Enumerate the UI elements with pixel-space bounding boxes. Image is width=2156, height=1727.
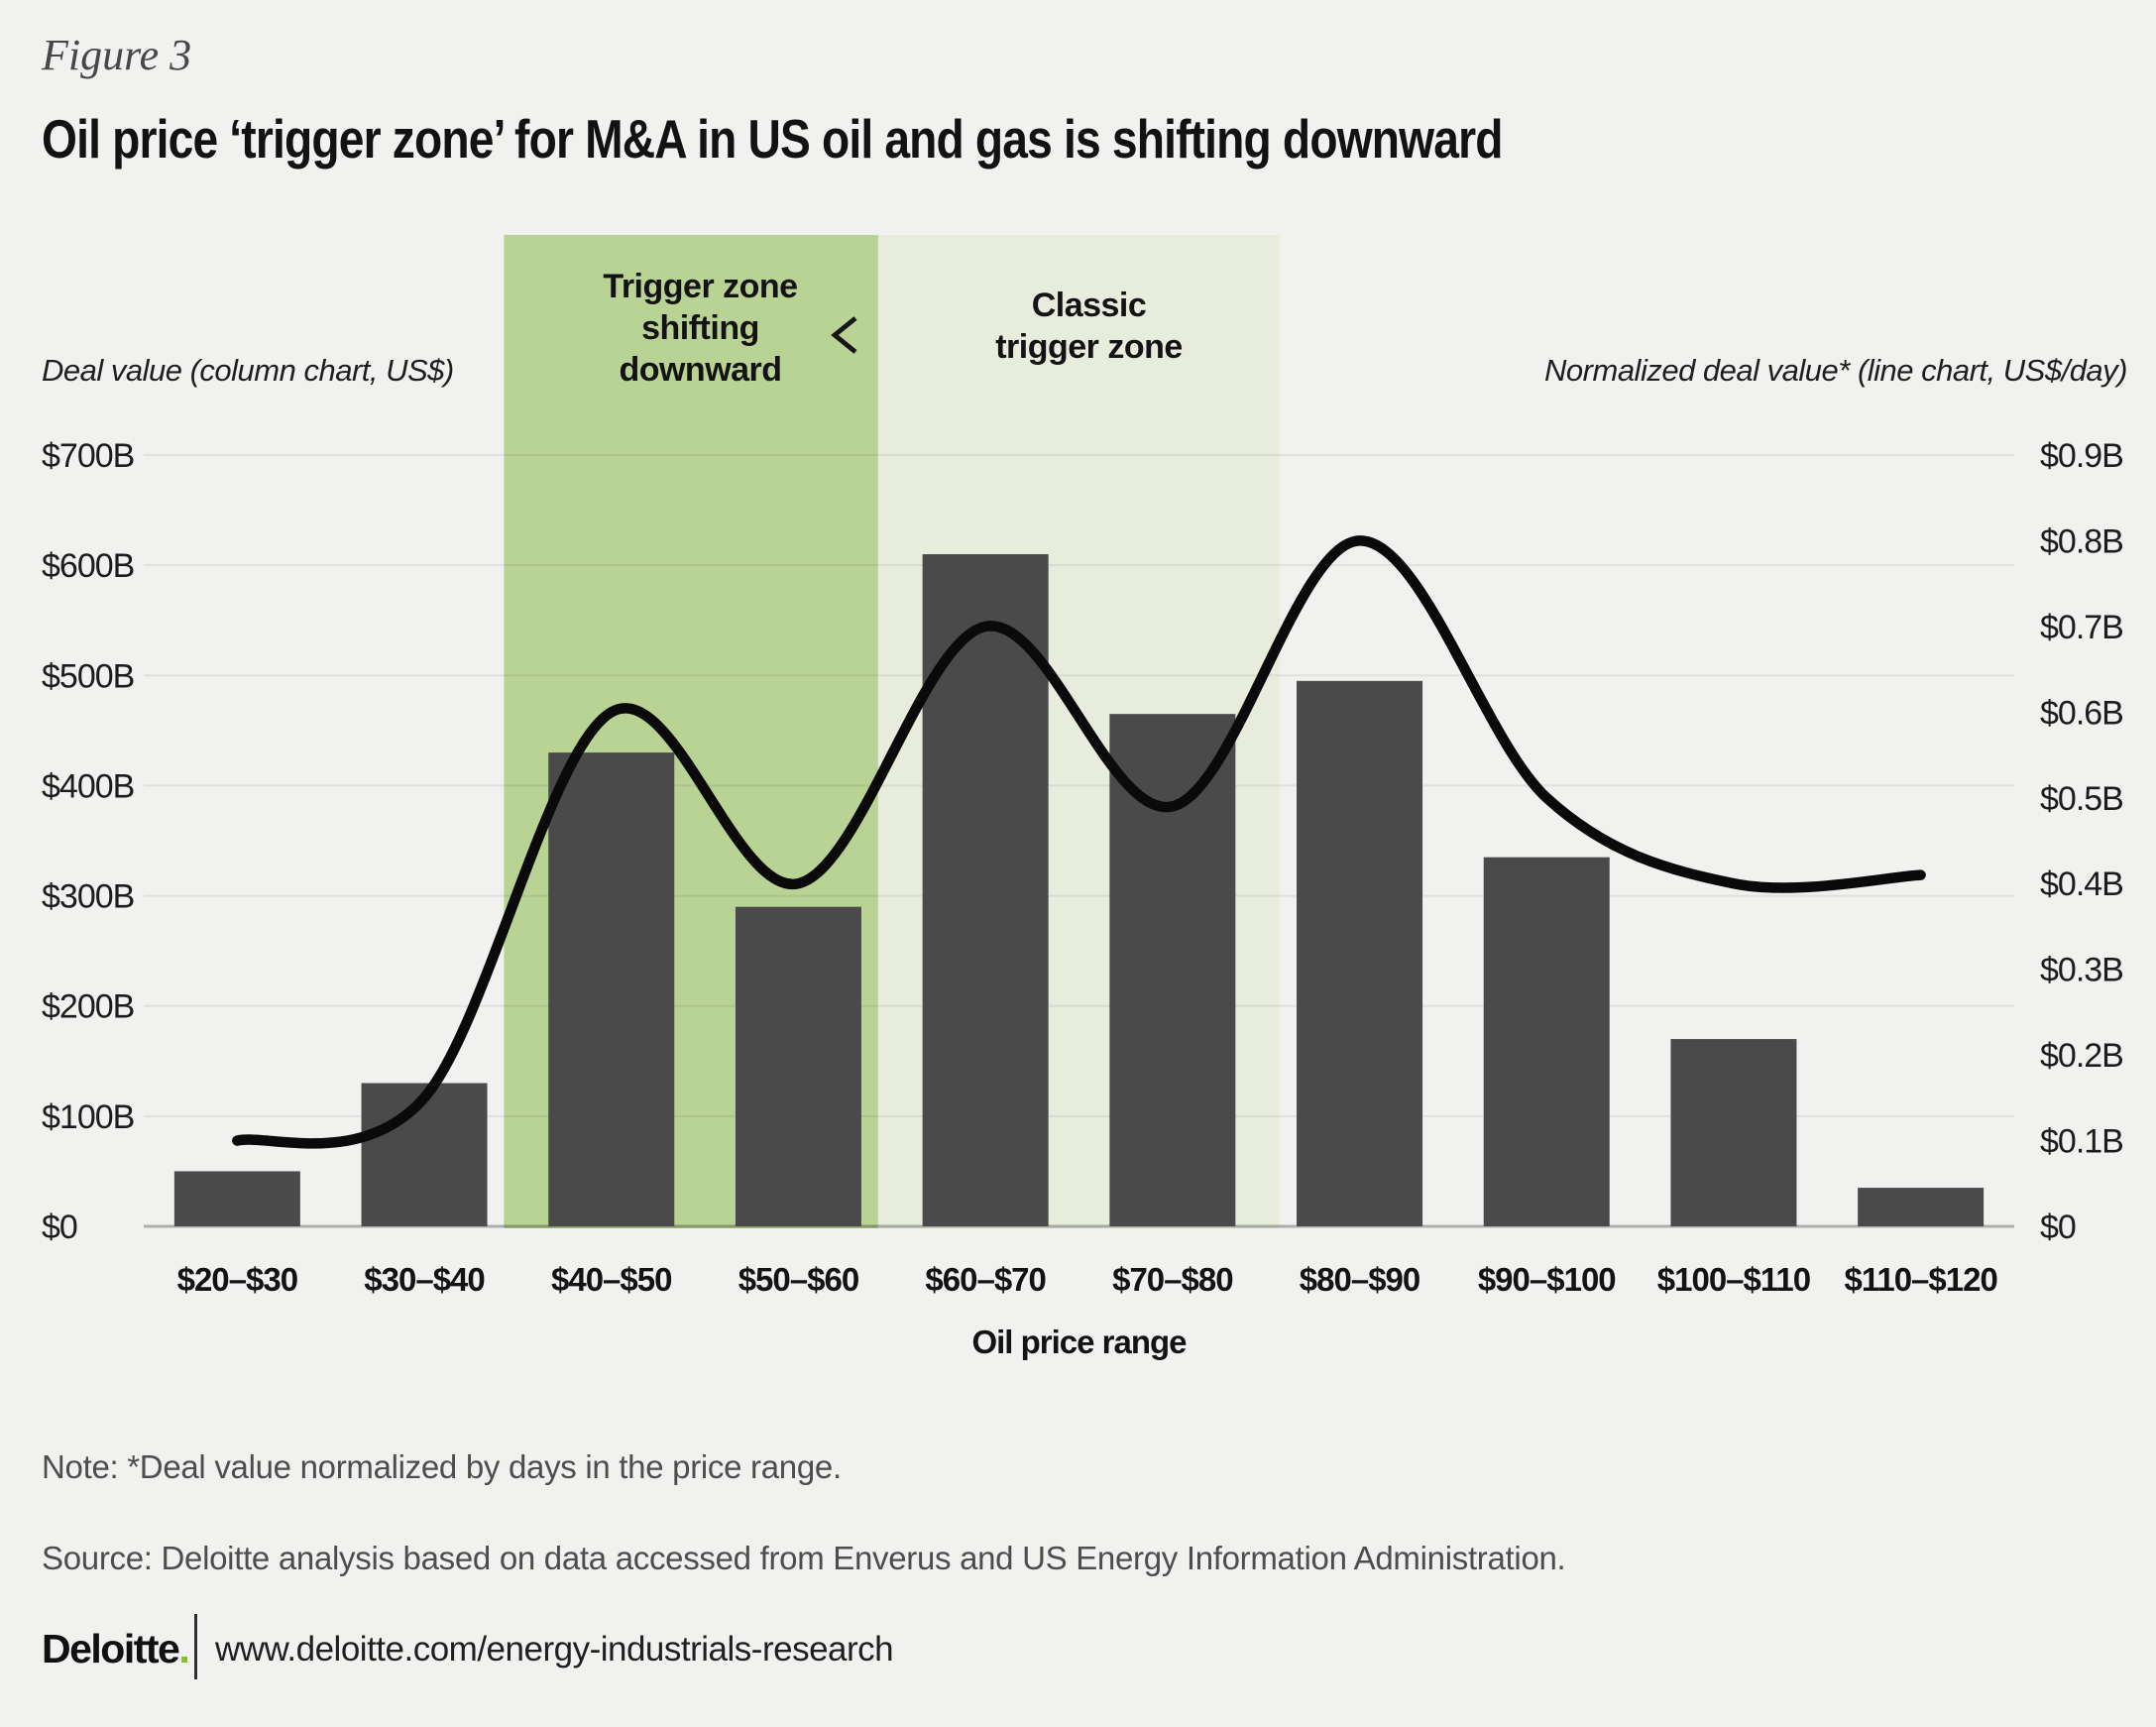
x-axis-tick: $80–$90 bbox=[1300, 1261, 1419, 1298]
right-axis-tick: $0.7B bbox=[2040, 609, 2123, 646]
line-series-layer bbox=[232, 535, 1926, 1149]
left-axis-tick: $700B bbox=[42, 437, 134, 475]
bar-$110–$120 bbox=[1858, 1188, 1985, 1226]
right-axis-tick: $0.1B bbox=[2040, 1123, 2123, 1161]
left-axis-tick: $400B bbox=[42, 767, 134, 805]
right-axis-tick: $0.5B bbox=[2040, 780, 2123, 818]
deloitte-green-dot: . bbox=[178, 1626, 189, 1671]
left-axis-tick: $300B bbox=[42, 878, 134, 916]
bar-$50–$60 bbox=[735, 906, 861, 1226]
x-axis-tick: $50–$60 bbox=[738, 1261, 858, 1298]
left-axis-tick: $600B bbox=[42, 547, 134, 585]
bar-$100–$110 bbox=[1670, 1039, 1797, 1226]
source-text: Source: Deloitte analysis based on data … bbox=[42, 1540, 1566, 1576]
bar-$70–$80 bbox=[1109, 714, 1236, 1226]
zone-label-line: shifting bbox=[641, 309, 759, 347]
footer-divider bbox=[194, 1614, 197, 1679]
zone-label-line: downward bbox=[619, 351, 782, 389]
right-axis-tick: $0.9B bbox=[2040, 437, 2123, 475]
right-axis-tick: $0.6B bbox=[2040, 694, 2123, 732]
x-axis-tick: $20–$30 bbox=[177, 1261, 297, 1298]
axis-ticks-layer: $0 $100B $200B $300B $400B $500B $600B $700B $0 $… bbox=[42, 437, 2124, 1360]
x-axis-tick: $70–$80 bbox=[1112, 1261, 1232, 1298]
zone-label-line: trigger zone bbox=[995, 328, 1183, 366]
right-axis-title: Normalized deal value* (line chart, US$/… bbox=[1544, 353, 2127, 388]
x-axis-tick: $100–$110 bbox=[1657, 1261, 1810, 1298]
x-axis-tick: $30–$40 bbox=[364, 1261, 484, 1298]
bar-$30–$40 bbox=[361, 1083, 488, 1226]
bar-$20–$30 bbox=[173, 1171, 300, 1226]
bar-$40–$50 bbox=[548, 752, 675, 1226]
footer-url[interactable]: www.deloitte.com/energy-industrials-rese… bbox=[215, 1630, 894, 1669]
x-axis-tick: $110–$120 bbox=[1844, 1261, 1996, 1298]
left-axis-title: Deal value (column chart, US$) bbox=[42, 353, 454, 388]
figure-number-label: Figure 3 bbox=[42, 31, 192, 79]
right-axis-tick: $0.3B bbox=[2040, 952, 2123, 989]
chart-title: Oil price ‘trigger zone’ for M&A in US o… bbox=[42, 108, 1503, 170]
x-axis-tick: $60–$70 bbox=[925, 1261, 1045, 1298]
note-text: Note: *Deal value normalized by days in … bbox=[42, 1448, 842, 1485]
right-axis-tick: $0 bbox=[2040, 1209, 2076, 1246]
x-axis-tick: $90–$100 bbox=[1478, 1261, 1616, 1298]
normalized-deal-value-line bbox=[232, 535, 1926, 1149]
arrow-head bbox=[831, 316, 857, 354]
left-axis-tick: $200B bbox=[42, 988, 134, 1026]
x-axis-title: Oil price range bbox=[971, 1324, 1187, 1360]
deloitte-logo: Deloitte. bbox=[42, 1626, 190, 1672]
shift-direction-arrow bbox=[831, 316, 949, 354]
zone-label-line: Trigger zone bbox=[603, 268, 798, 305]
zone-label-shifting: Trigger zone shifting downward bbox=[509, 266, 892, 391]
left-axis-tick: $100B bbox=[42, 1098, 134, 1136]
x-axis-tick: $40–$50 bbox=[551, 1261, 671, 1298]
right-axis-tick: $0.2B bbox=[2040, 1037, 2123, 1075]
bar-$80–$90 bbox=[1297, 680, 1423, 1226]
right-axis-tick: $0.8B bbox=[2040, 522, 2123, 560]
left-axis-tick: $0 bbox=[42, 1209, 77, 1246]
deloitte-wordmark: Deloitte bbox=[42, 1626, 180, 1671]
bar-series-layer bbox=[173, 554, 1985, 1226]
left-axis-tick: $500B bbox=[42, 657, 134, 695]
zone-label-line: Classic bbox=[1031, 287, 1147, 324]
right-axis-tick: $0.4B bbox=[2040, 865, 2123, 903]
zone-label-classic: Classic trigger zone bbox=[892, 285, 1286, 368]
bar-$90–$100 bbox=[1483, 857, 1610, 1226]
